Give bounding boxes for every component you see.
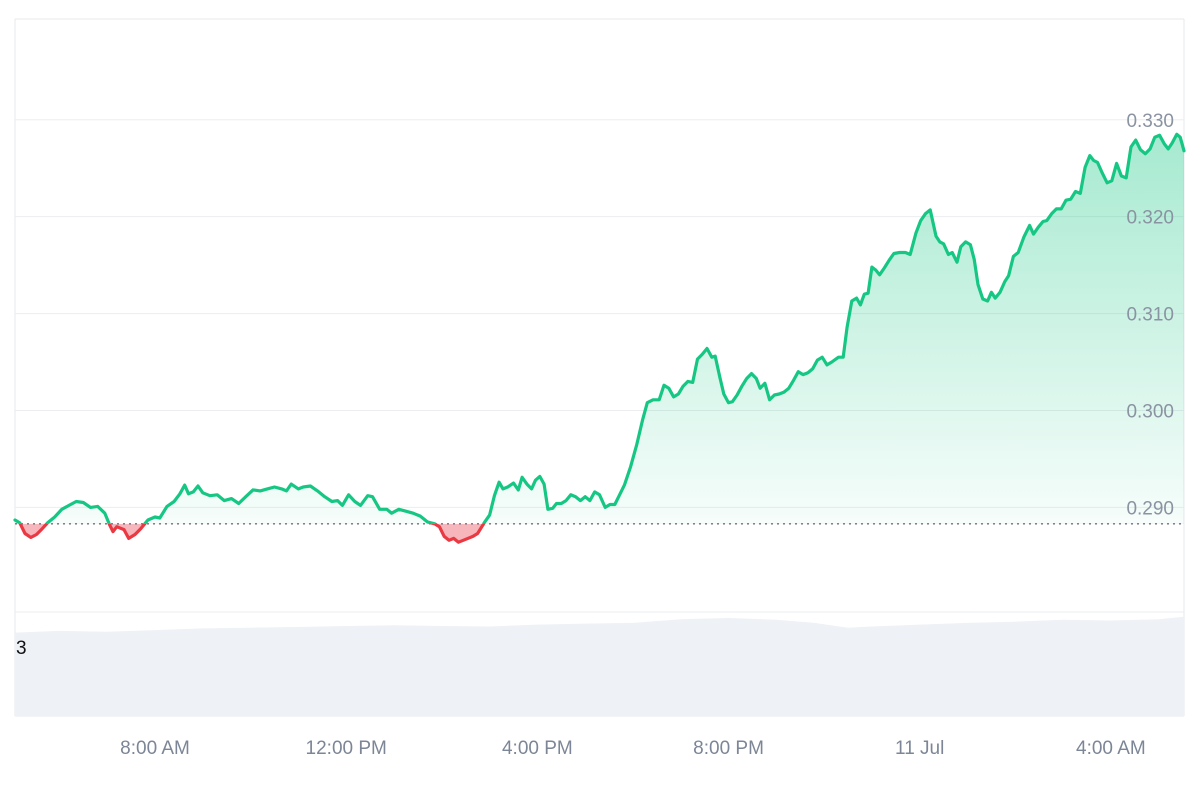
- y-tick-label: 0.290: [1126, 498, 1174, 519]
- volume-area: [15, 616, 1184, 716]
- x-tick-label: 11 Jul: [895, 738, 944, 759]
- volume-axis-label: 3: [16, 638, 27, 659]
- price-line-up: [13, 132, 1186, 524]
- loss-area: [15, 523, 1184, 543]
- y-tick-label: 0.300: [1126, 401, 1174, 422]
- y-tick-label: 0.310: [1126, 305, 1174, 326]
- x-tick-label: 8:00 PM: [693, 738, 764, 759]
- gain-area: [15, 134, 1184, 524]
- x-tick-label: 4:00 PM: [502, 738, 573, 759]
- x-tick-label: 4:00 AM: [1076, 738, 1146, 759]
- y-tick-label: 0.330: [1126, 111, 1174, 132]
- x-tick-label: 12:00 PM: [306, 738, 387, 759]
- x-tick-label: 8:00 AM: [120, 738, 190, 759]
- y-tick-label: 0.320: [1126, 208, 1174, 229]
